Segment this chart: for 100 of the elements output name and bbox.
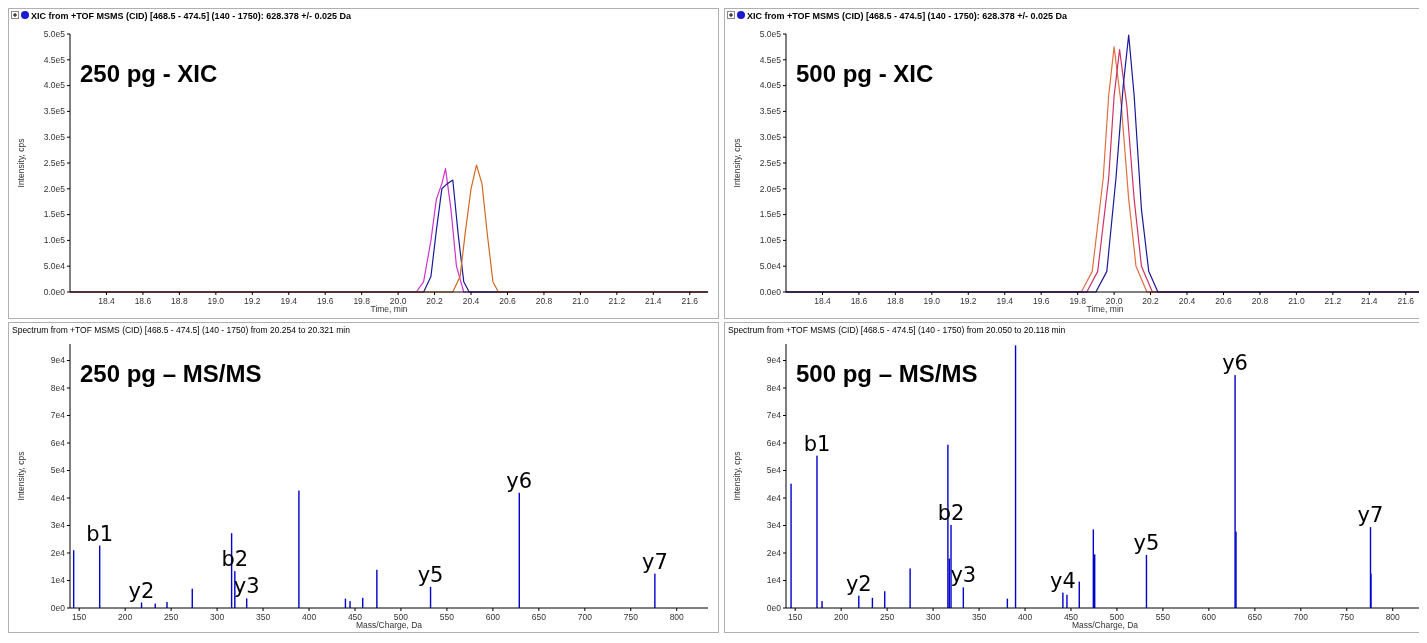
x-tick-label: 19.0 bbox=[207, 296, 225, 306]
x-tick-label: 21.0 bbox=[572, 296, 589, 306]
x-tick-label: 450 bbox=[1063, 612, 1079, 622]
x-tick-label: 19.8 bbox=[353, 296, 371, 306]
x-tick-label: 650 bbox=[531, 612, 547, 622]
y-axis-title: Intensity, cps bbox=[732, 451, 742, 501]
y-tick-label: 2.5e5 bbox=[43, 157, 66, 168]
annotation: y2 bbox=[845, 571, 872, 596]
x-tick-label: 20.4 bbox=[462, 296, 480, 306]
x-axis-title: Mass/Charge, Da bbox=[1071, 620, 1139, 630]
x-tick-label: 800 bbox=[669, 612, 685, 622]
x-tick-label: 600 bbox=[485, 612, 501, 622]
y-tick-label: 5.0e4 bbox=[43, 260, 66, 271]
y-tick-label: 1.0e5 bbox=[43, 235, 66, 246]
x-tick-label: 600 bbox=[1201, 612, 1217, 622]
text: 250 pg - XIC bbox=[80, 60, 218, 87]
y-tick-label: 6e4 bbox=[766, 437, 782, 448]
x-tick-label: 800 bbox=[1385, 612, 1401, 622]
annotation: y7 bbox=[641, 549, 668, 574]
y-tick-label: 9e4 bbox=[766, 355, 782, 366]
y-tick-label: 1.0e5 bbox=[759, 235, 782, 246]
y-tick-label: 1e4 bbox=[766, 575, 782, 586]
x-tick-label: 700 bbox=[1293, 612, 1309, 622]
y-tick-label: 4.0e5 bbox=[43, 80, 66, 91]
y-tick-label: 0.0e0 bbox=[43, 286, 66, 297]
y-tick-label: 4.5e5 bbox=[759, 54, 782, 65]
y-tick-label: 5.0e5 bbox=[43, 28, 66, 39]
x-tick-label: 550 bbox=[1155, 612, 1171, 622]
x-tick-label: 18.8 bbox=[171, 296, 188, 306]
y-tick-label: 5e4 bbox=[766, 465, 782, 476]
x-tick-label: 500 bbox=[393, 612, 409, 622]
x-tick-label: 300 bbox=[210, 612, 225, 622]
x-tick-label: 750 bbox=[1339, 612, 1355, 622]
y-tick-label: 1.5e5 bbox=[43, 209, 66, 220]
x-tick-label: 19.6 bbox=[316, 296, 334, 306]
y-tick-label: 5e4 bbox=[50, 465, 66, 476]
y-tick-label: 1.5e5 bbox=[759, 209, 782, 220]
x-tick-label: 750 bbox=[623, 612, 639, 622]
y-tick-label: 1e4 bbox=[50, 575, 66, 586]
annotation: y6 bbox=[506, 468, 533, 493]
x-tick-label: 150 bbox=[72, 612, 87, 622]
y-tick-label: 6e4 bbox=[50, 437, 66, 448]
x-tick-label: 18.8 bbox=[887, 296, 904, 306]
x-tick-label: 400 bbox=[1017, 612, 1033, 622]
y-tick-label: 3.5e5 bbox=[43, 106, 66, 117]
y-tick-label: 4e4 bbox=[766, 492, 782, 503]
x-axis-title: Time, min bbox=[1086, 304, 1124, 314]
y-tick-label: 4.5e5 bbox=[43, 54, 66, 65]
x-tick-label: 400 bbox=[301, 612, 317, 622]
y-tick-label: 3.5e5 bbox=[759, 106, 782, 117]
y-tick-label: 4.0e5 bbox=[759, 80, 782, 91]
y-axis-title: Intensity, cps bbox=[16, 138, 26, 188]
x-tick-label: 19.8 bbox=[1069, 296, 1087, 306]
annotation: b1 bbox=[803, 431, 831, 456]
x-tick-label: 350 bbox=[255, 612, 271, 622]
x-tick-label: 500 bbox=[1109, 612, 1125, 622]
x-tick-label: 18.6 bbox=[850, 296, 868, 306]
x-tick-label: 20.0 bbox=[389, 296, 407, 306]
y-tick-label: 8e4 bbox=[50, 382, 66, 393]
x-tick-label: 18.4 bbox=[98, 296, 115, 306]
y-tick-label: 3e4 bbox=[50, 520, 66, 531]
annotation: y2 bbox=[128, 578, 155, 603]
annotation: y7 bbox=[1357, 503, 1384, 528]
x-tick-label: 20.4 bbox=[1178, 296, 1196, 306]
x-tick-label: 19.0 bbox=[923, 296, 941, 306]
annotation: y4 bbox=[1050, 568, 1076, 593]
x-tick-label: 19.4 bbox=[996, 296, 1014, 306]
x-tick-label: 200 bbox=[118, 612, 133, 622]
y-tick-label: 5.0e5 bbox=[759, 28, 782, 39]
x-axis-title: Time, min bbox=[370, 304, 408, 314]
x-tick-label: 21.0 bbox=[1288, 296, 1305, 306]
x-tick-label: 450 bbox=[347, 612, 363, 622]
x-tick-label: 21.4 bbox=[645, 296, 662, 306]
x-tick-label: 20.8 bbox=[535, 296, 553, 306]
x-tick-label: 19.4 bbox=[280, 296, 298, 306]
chart-subtitle: Spectrum from +TOF MSMS (CID) [468.5 - 474.5] (140 - 1750) from 20.050 to 20.118 min bbox=[728, 325, 1066, 335]
x-tick-label: 19.6 bbox=[1032, 296, 1050, 306]
x-tick-label: 18.4 bbox=[814, 296, 831, 306]
y-tick-label: 9e4 bbox=[50, 355, 66, 366]
x-tick-label: 150 bbox=[788, 612, 803, 622]
x-tick-label: 18.6 bbox=[134, 296, 152, 306]
x-tick-label: 19.2 bbox=[244, 296, 261, 306]
x-tick-label: 200 bbox=[834, 612, 849, 622]
annotation: y5 bbox=[1133, 530, 1160, 555]
chart-subtitle: XIC from +TOF MSMS (CID) [468.5 - 474.5] (140 - 1750): 628.378 +/- 0.025 Da bbox=[747, 11, 1068, 21]
x-tick-label: 700 bbox=[577, 612, 593, 622]
y-tick-label: 2.0e5 bbox=[759, 183, 782, 194]
annotation: b1 bbox=[86, 521, 114, 546]
y-tick-label: 3.0e5 bbox=[759, 131, 782, 142]
x-tick-label: 19.2 bbox=[960, 296, 977, 306]
y-axis-title: Intensity, cps bbox=[16, 451, 26, 501]
x-tick-label: 21.6 bbox=[681, 296, 699, 306]
x-tick-label: 550 bbox=[439, 612, 455, 622]
chart-subtitle: Spectrum from +TOF MSMS (CID) [468.5 - 474.5] (140 - 1750) from 20.254 to 20.321 min bbox=[12, 325, 351, 335]
x-tick-label: 650 bbox=[1247, 612, 1263, 622]
text: 500 pg – MS/MS bbox=[796, 360, 978, 387]
annotation: y6 bbox=[1222, 351, 1248, 376]
text: 500 pg - XIC bbox=[796, 60, 934, 87]
y-tick-label: 2e4 bbox=[766, 547, 782, 558]
x-tick-label: 21.2 bbox=[608, 296, 626, 306]
